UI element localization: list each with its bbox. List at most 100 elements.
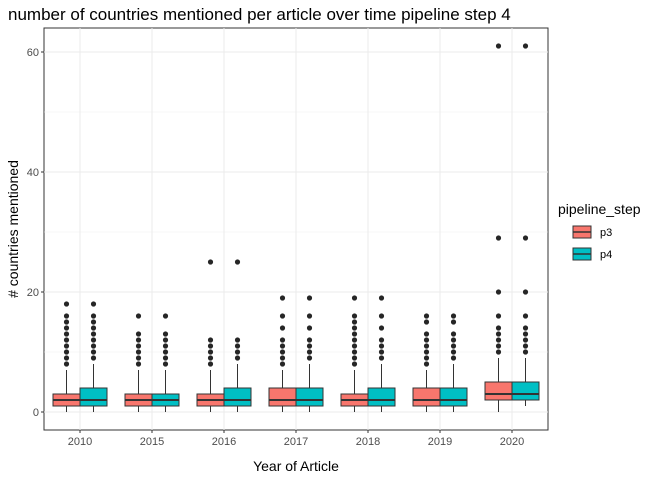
gridlines: [44, 28, 548, 430]
x-tick-label: 2019: [428, 436, 452, 448]
x-axis-title: Year of Article: [253, 458, 339, 474]
outlier-point: [522, 337, 529, 343]
outlier-point: [63, 301, 70, 307]
outlier-point: [279, 355, 286, 361]
outlier-point: [423, 313, 430, 319]
box-iqr: [511, 381, 540, 401]
outlier-point: [90, 313, 97, 319]
outlier-point: [135, 313, 142, 319]
outlier-point: [135, 337, 142, 343]
legend-label: p3: [600, 227, 612, 239]
outlier-point: [423, 349, 430, 355]
outlier-point: [450, 343, 457, 349]
outlier-point: [495, 337, 502, 343]
outlier-point: [378, 325, 385, 331]
box-p4-2019: [439, 313, 468, 412]
outlier-point: [423, 337, 430, 343]
box-p3-2017: [268, 295, 297, 412]
outlier-point: [378, 355, 385, 361]
outlier-point: [522, 349, 529, 355]
outlier-point: [306, 295, 313, 301]
outlier-point: [351, 349, 358, 355]
outlier-point: [90, 301, 97, 307]
outlier-point: [279, 361, 286, 367]
outlier-point: [450, 349, 457, 355]
outlier-point: [90, 319, 97, 325]
outlier-point: [90, 325, 97, 331]
outlier-point: [279, 349, 286, 355]
y-tick-label: 60: [27, 47, 39, 59]
outlier-point: [162, 313, 169, 319]
outlier-point: [90, 343, 97, 349]
y-axis: 0 20 40 60: [27, 47, 44, 419]
chart-title: number of countries mentioned per articl…: [8, 5, 511, 24]
outlier-point: [279, 313, 286, 319]
outlier-point: [207, 259, 214, 265]
box-iqr: [268, 387, 297, 407]
outlier-point: [162, 361, 169, 367]
x-tick-label: 2018: [356, 436, 380, 448]
box-p3-2020: [484, 43, 513, 412]
outlier-point: [306, 343, 313, 349]
box-p4-2016: [223, 259, 252, 412]
outlier-point: [279, 295, 286, 301]
box-p4-2017: [295, 295, 324, 412]
x-tick-label: 2020: [500, 436, 524, 448]
outlier-point: [495, 313, 502, 319]
outlier-point: [207, 361, 214, 367]
outlier-point: [495, 235, 502, 241]
x-tick-label: 2015: [140, 436, 164, 448]
outlier-point: [495, 289, 502, 295]
outlier-point: [351, 343, 358, 349]
outlier-point: [306, 325, 313, 331]
box-p4-2015: [151, 313, 180, 412]
outlier-point: [279, 337, 286, 343]
legend-title: pipeline_step: [558, 201, 641, 217]
outlier-point: [162, 331, 169, 337]
box-iqr: [439, 387, 468, 407]
outlier-point: [351, 331, 358, 337]
outlier-point: [207, 337, 214, 343]
outlier-point: [306, 355, 313, 361]
outlier-point: [495, 43, 502, 49]
outlier-point: [63, 319, 70, 325]
outlier-point: [423, 355, 430, 361]
outlier-point: [378, 349, 385, 355]
outlier-point: [279, 343, 286, 349]
outlier-point: [495, 331, 502, 337]
box-iqr: [79, 387, 108, 407]
outlier-point: [450, 337, 457, 343]
outlier-point: [234, 343, 241, 349]
outlier-point: [450, 355, 457, 361]
outlier-point: [351, 361, 358, 367]
box-p3-2016: [196, 259, 225, 412]
outlier-point: [351, 355, 358, 361]
outlier-point: [423, 343, 430, 349]
box-p3-2010: [52, 301, 81, 412]
outlier-point: [234, 337, 241, 343]
outlier-point: [63, 325, 70, 331]
outlier-point: [63, 337, 70, 343]
outlier-point: [234, 259, 241, 265]
outlier-point: [135, 331, 142, 337]
outlier-point: [135, 349, 142, 355]
box-plot-layer: [52, 43, 540, 412]
outlier-point: [522, 343, 529, 349]
outlier-point: [135, 355, 142, 361]
outlier-point: [207, 343, 214, 349]
outlier-point: [279, 325, 286, 331]
outlier-point: [63, 331, 70, 337]
outlier-point: [162, 349, 169, 355]
outlier-point: [63, 343, 70, 349]
outlier-point: [378, 337, 385, 343]
outlier-point: [207, 349, 214, 355]
outlier-point: [522, 325, 529, 331]
outlier-point: [378, 343, 385, 349]
outlier-point: [522, 235, 529, 241]
outlier-point: [522, 43, 529, 49]
y-tick-label: 0: [33, 407, 39, 419]
y-tick-label: 20: [27, 287, 39, 299]
outlier-point: [162, 337, 169, 343]
outlier-point: [162, 355, 169, 361]
outlier-point: [351, 325, 358, 331]
